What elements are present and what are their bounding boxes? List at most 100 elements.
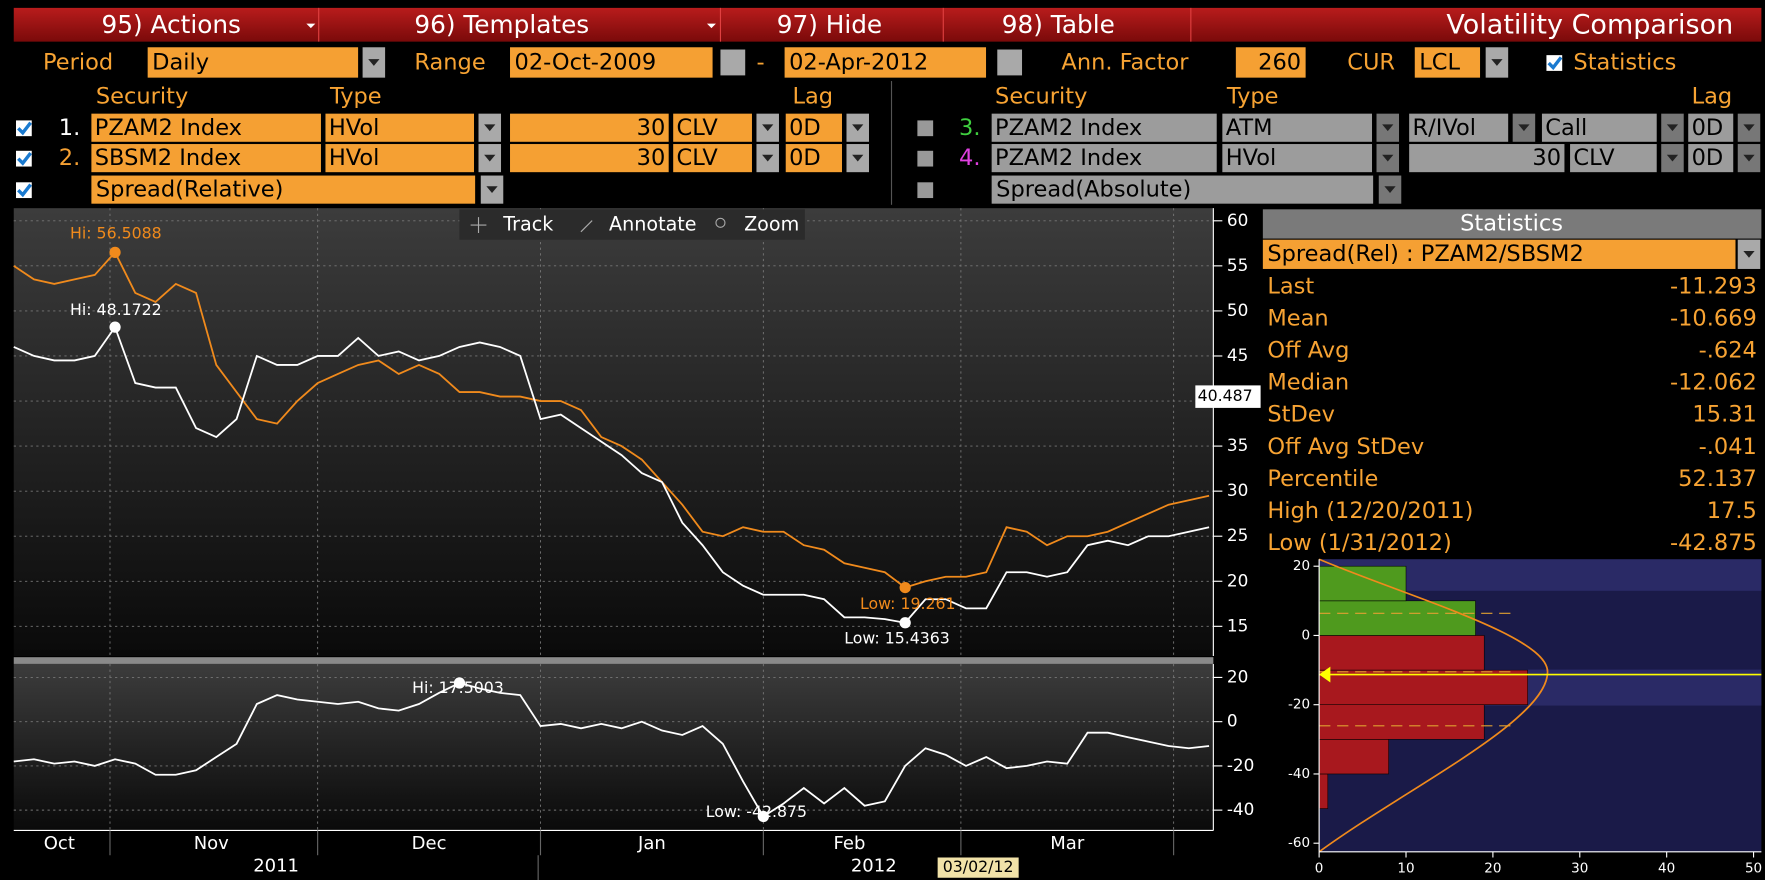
field[interactable] [510, 113, 669, 142]
field-text: Call [1545, 115, 1587, 141]
hist-y-tick-label: -60 [1288, 835, 1310, 851]
field[interactable] [673, 144, 752, 173]
field[interactable] [1409, 144, 1565, 173]
chart-tool[interactable]: Annotate [609, 213, 697, 236]
field[interactable] [784, 47, 987, 78]
stat-label: Mean [1267, 306, 1328, 332]
field-text: PZAM2 Index [95, 115, 242, 141]
field[interactable] [991, 175, 1374, 204]
hist-x-tick-label: 50 [1745, 861, 1762, 877]
dropdown-arrow [486, 186, 498, 193]
chart-toolbar [459, 209, 805, 240]
label: - [756, 50, 764, 76]
stat-value: -.624 [1699, 338, 1757, 364]
hist-y-tick-label: 0 [1302, 627, 1311, 643]
calendar[interactable] [720, 49, 746, 76]
annotation: Low: 19.261 [860, 594, 956, 613]
stat-label: StDev [1267, 402, 1335, 428]
toolbar-item[interactable]: 96) Templates [414, 10, 589, 39]
field-text: 30 [637, 115, 666, 141]
y-tick-label: 0 [1227, 711, 1238, 731]
field-text: LCL [1419, 50, 1460, 76]
field-text: 0D [1692, 115, 1724, 141]
check-mark [17, 183, 32, 198]
toolbar-item[interactable]: 95) Actions [102, 10, 241, 39]
stats-selector[interactable] [1262, 239, 1736, 269]
hist-bar [1318, 739, 1389, 775]
dropdown-arrow [1382, 124, 1394, 132]
field[interactable] [1222, 113, 1373, 142]
field[interactable] [325, 113, 475, 142]
y-tick-label: 35 [1227, 435, 1248, 455]
hist-bar [1318, 669, 1528, 705]
field[interactable] [991, 144, 1217, 173]
field[interactable] [1688, 144, 1734, 173]
current-arrow [1319, 666, 1331, 683]
stat-value: -.041 [1699, 434, 1757, 460]
extreme-point [899, 581, 911, 594]
x-tick-label: Oct [44, 833, 75, 854]
field[interactable] [785, 113, 842, 142]
stat-label: Off Avg [1267, 338, 1349, 364]
checkbox[interactable] [917, 120, 934, 137]
dropdown-arrow [1382, 154, 1394, 162]
field[interactable] [1570, 144, 1657, 173]
field[interactable] [510, 144, 669, 173]
row-number: 3. [959, 115, 980, 141]
field-text: CLV [677, 115, 719, 141]
field[interactable] [991, 113, 1217, 142]
field[interactable] [1414, 47, 1481, 78]
field-text: Daily [152, 50, 209, 76]
y-tick-label: 50 [1227, 300, 1248, 320]
field-text: HVol [329, 145, 380, 171]
cursor-date: 03/02/12 [943, 857, 1014, 876]
field[interactable] [91, 113, 321, 142]
label: Ann. Factor [1061, 50, 1189, 76]
stat-label: High (12/20/2011) [1267, 498, 1473, 524]
field-text: 30 [1532, 145, 1561, 171]
stat-value: 52.137 [1678, 466, 1757, 492]
field[interactable] [1541, 113, 1657, 142]
hist-bar [1318, 773, 1329, 809]
field[interactable] [147, 47, 359, 78]
column-header: Lag [792, 83, 833, 109]
field-text: 260 [1258, 50, 1301, 76]
field[interactable] [785, 144, 842, 173]
field[interactable] [1688, 113, 1734, 142]
calendar[interactable] [997, 49, 1023, 76]
field-text: 02-Apr-2012 [789, 50, 928, 76]
cursor-date-box [937, 857, 1019, 878]
dropdown-arrow [1518, 124, 1530, 132]
field[interactable] [510, 47, 713, 78]
column-header: Security [995, 83, 1087, 109]
field[interactable] [1235, 47, 1306, 78]
chart-tool[interactable]: Zoom [744, 213, 799, 236]
field[interactable] [673, 113, 752, 142]
series-line [13, 250, 1210, 589]
field[interactable] [91, 175, 476, 204]
field-text: 30 [637, 145, 666, 171]
row-number: 1. [59, 115, 80, 141]
page-title: Volatility Comparison [1446, 9, 1733, 40]
toolbar-arrow [306, 23, 316, 29]
column-header: Type [329, 83, 382, 109]
dropdown-arrow [762, 154, 774, 162]
chart-tool[interactable]: Track [502, 213, 554, 236]
dropdown-arrow [852, 154, 864, 162]
field-text: CLV [677, 145, 719, 171]
field[interactable] [1222, 144, 1373, 173]
y-tick-label: -40 [1227, 799, 1255, 819]
checkbox[interactable] [917, 182, 934, 199]
toolbar-item[interactable]: 97) Hide [777, 10, 882, 39]
tool-icon [715, 217, 726, 228]
chart-divider [13, 657, 1214, 664]
checkbox[interactable] [917, 150, 934, 167]
toolbar-item[interactable]: 98) Table [1002, 10, 1115, 39]
stat-label: Percentile [1267, 466, 1378, 492]
field[interactable] [1409, 113, 1509, 142]
axis-marker: 40.487 [1198, 386, 1253, 405]
field[interactable] [91, 144, 321, 173]
field[interactable] [325, 144, 475, 173]
y-tick-label: 25 [1227, 525, 1248, 545]
